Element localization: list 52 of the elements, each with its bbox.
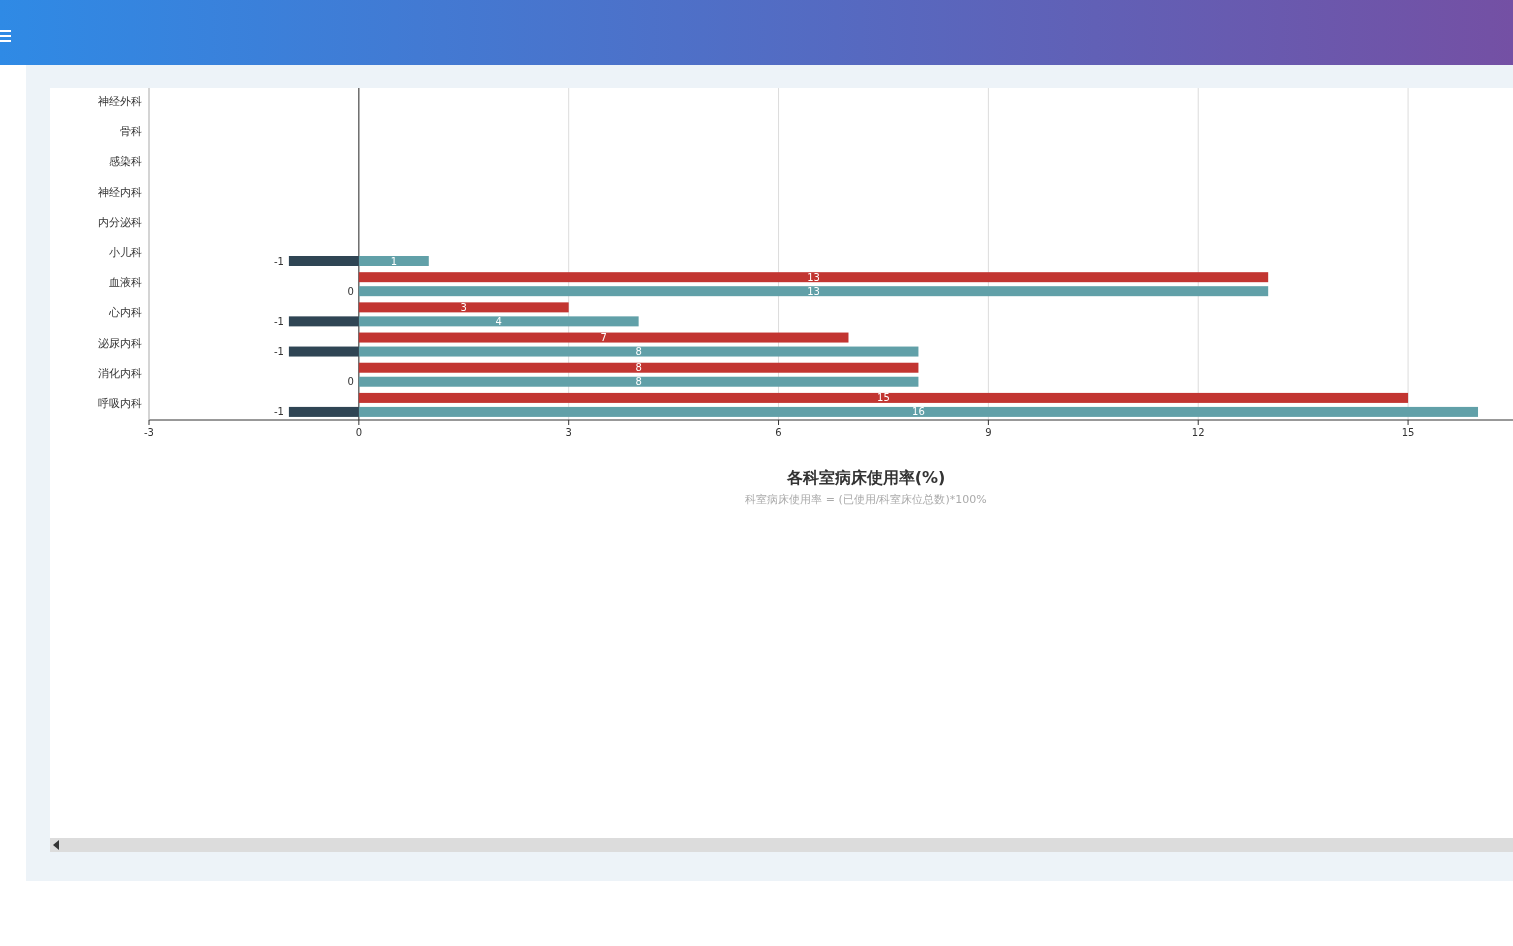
bar [358,376,919,387]
y-tick-label: 消化内科 [98,366,142,380]
y-tick-label: 泌尿内科 [98,336,142,350]
bar [288,256,359,266]
data-label: 13 [807,271,820,283]
data-label: 8 [635,362,642,374]
data-label: 15 [877,392,890,404]
data-label: -1 [273,346,284,358]
x-tick-label: 3 [565,427,572,438]
data-label: 3 [460,301,467,313]
bar [358,332,849,343]
y-tick-label: 小儿科 [109,246,142,259]
bar [288,316,359,327]
data-label: 0 [347,376,354,388]
x-tick-label: 6 [775,427,782,438]
x-tick-label: 15 [1401,427,1415,438]
bar [358,302,569,313]
text: 科室病床使用率 = (已使用/科室床位总数)*100% [745,493,987,506]
data-label: 0 [347,285,354,297]
x-tick-label: 9 [985,427,992,438]
bar [358,346,919,357]
y-tick-label: 呼吸内科 [98,396,142,410]
bar [358,316,639,327]
bar [288,346,359,357]
x-tick-label: 0 [355,427,363,438]
y-tick-label: 神经外科 [98,95,142,109]
y-tick-label: 感染科 [109,155,142,169]
data-label: 8 [635,376,642,388]
bar [358,362,919,373]
y-tick-label: 神经内科 [98,185,142,199]
data-label: 7 [600,332,607,344]
data-label: 8 [635,346,642,358]
bar [358,406,1479,417]
y-tick-label: 内分泌科 [98,215,142,229]
data-label: -1 [273,406,284,418]
data-label: 13 [807,285,820,297]
text: 各科室病床使用率(%) [785,468,946,487]
y-tick-label: 血液科 [109,276,142,290]
bar [358,272,1269,283]
data-label: 1 [390,255,398,267]
data-label: -1 [273,255,284,267]
bar [358,256,429,266]
bar [288,406,359,417]
y-tick-label: 骨科 [120,125,142,139]
bar [358,392,1409,403]
bar [358,286,1269,297]
y-tick-label: 心内科 [108,306,142,320]
x-tick-label: -3 [144,427,154,438]
data-label: 16 [912,406,925,418]
x-tick-label: 12 [1191,427,1205,438]
data-label: 4 [495,315,502,327]
data-label: -1 [273,315,284,327]
